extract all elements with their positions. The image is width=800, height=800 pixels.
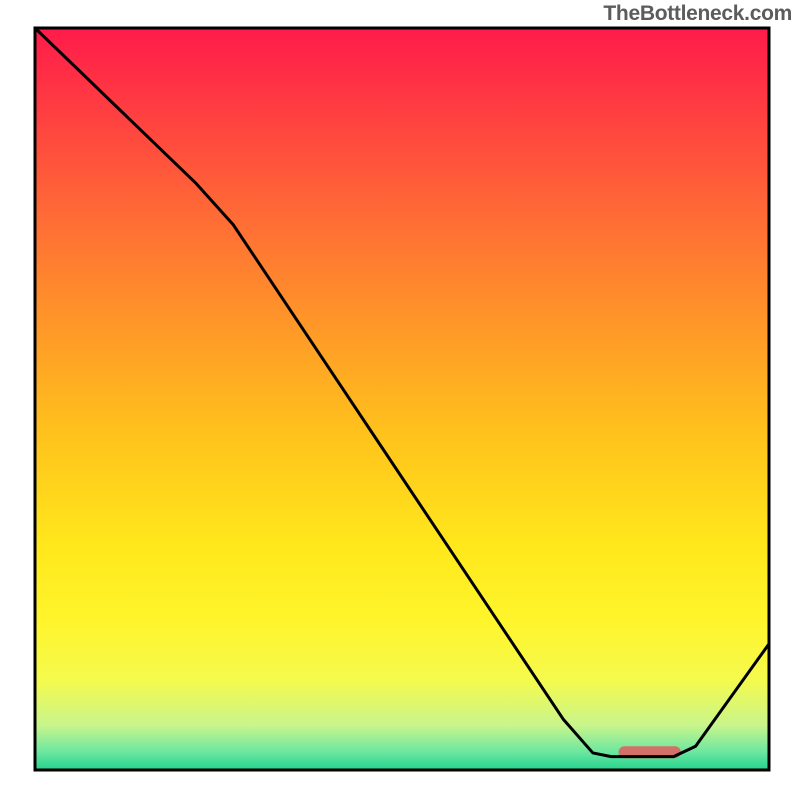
plot-background xyxy=(35,28,769,770)
chart-svg xyxy=(0,0,800,800)
chart-container: TheBottleneck.com xyxy=(0,0,800,800)
watermark-text: TheBottleneck.com xyxy=(603,2,792,26)
